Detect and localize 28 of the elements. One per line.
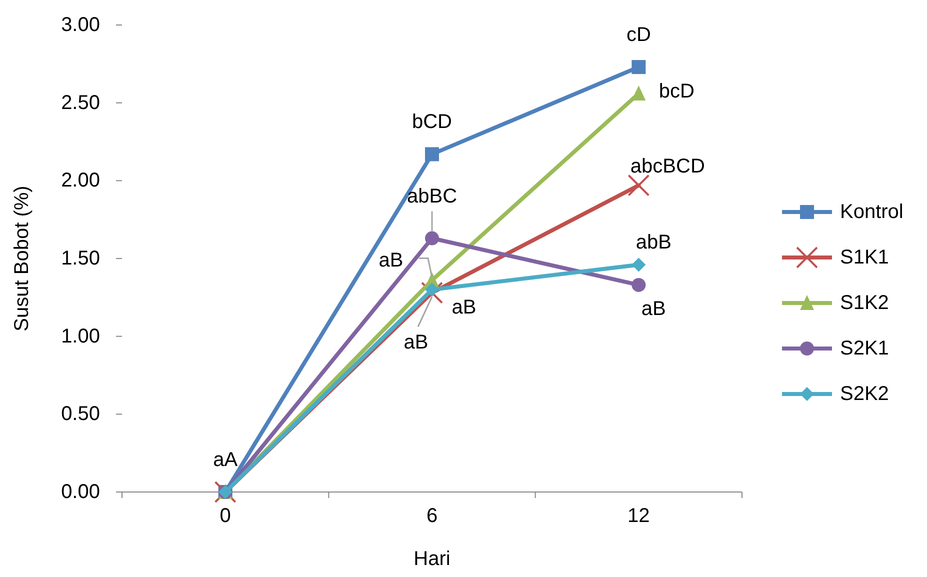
x-tick-label: 12 bbox=[628, 505, 650, 527]
y-tick-label: 0.50 bbox=[61, 403, 100, 426]
annotation: cD bbox=[626, 24, 651, 46]
y-tick-label: 0.00 bbox=[61, 481, 100, 503]
annotation: aB bbox=[452, 296, 476, 319]
annotation: aB bbox=[404, 332, 428, 354]
annotation: bcD bbox=[658, 80, 694, 102]
annotation: abBC bbox=[406, 185, 458, 208]
annotation: abcBCD bbox=[630, 155, 705, 178]
legend-label: S2K1 bbox=[840, 338, 889, 360]
legend-label: S1K1 bbox=[840, 246, 889, 268]
x-tick-label: 0 bbox=[220, 505, 231, 527]
y-tick-label: 1.50 bbox=[61, 248, 100, 270]
y-tick-label: 2.50 bbox=[61, 92, 100, 114]
y-tick-label: 3.00 bbox=[61, 14, 100, 36]
annotation: bCD bbox=[412, 111, 452, 134]
y-tick-label: 2.00 bbox=[61, 170, 100, 192]
y-axis-title: Susut Bobot (%) bbox=[11, 186, 33, 332]
y-tick-label: 1.00 bbox=[61, 325, 100, 348]
legend-label: S1K2 bbox=[840, 292, 889, 314]
legend-label: S2K2 bbox=[840, 383, 889, 405]
annotation: abB bbox=[636, 232, 672, 254]
x-axis-title: Hari bbox=[414, 548, 450, 570]
annotation: aA bbox=[213, 449, 238, 471]
annotation: aB bbox=[378, 249, 404, 272]
x-tick-label: 6 bbox=[426, 505, 438, 527]
legend-label: Kontrol bbox=[840, 201, 904, 223]
annotation: aB bbox=[641, 298, 666, 320]
